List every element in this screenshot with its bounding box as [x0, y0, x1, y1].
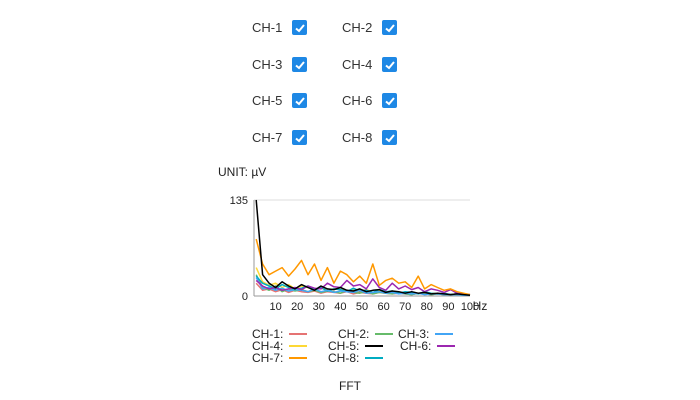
x-tick-label: 80 — [421, 301, 433, 313]
legend-swatch — [435, 333, 454, 335]
x-axis-label: Hz — [473, 299, 488, 313]
legend-swatch — [365, 357, 384, 359]
y-tick-label: 135 — [230, 195, 248, 207]
x-tick-label: 40 — [334, 301, 346, 313]
channel-label: CH-5 — [252, 93, 283, 108]
x-tick-label: 20 — [291, 301, 303, 313]
channel-label: CH-2 — [342, 20, 373, 35]
x-tick-label: 100 — [461, 301, 479, 313]
legend-item-ch-3: CH-3: — [398, 327, 454, 341]
legend-item-ch-6: CH-6: — [400, 339, 456, 353]
legend-label: CH-7: — [252, 351, 284, 365]
chart-title: FFT — [339, 379, 361, 393]
legend-label: CH-6: — [400, 339, 432, 353]
channel-checkbox[interactable] — [292, 20, 307, 35]
channel-toggle-ch-3[interactable]: CH-3 — [252, 57, 307, 72]
channel-label: CH-8 — [342, 130, 373, 145]
legend-label: CH-5: — [328, 339, 360, 353]
x-tick-label: 60 — [377, 301, 389, 313]
legend-label: CH-3: — [398, 327, 430, 341]
channel-toggle-ch-8[interactable]: CH-8 — [342, 130, 397, 145]
legend-swatch — [289, 357, 308, 359]
legend-item-ch-7: CH-7: — [252, 351, 308, 365]
unit-label: UNIT: µV — [218, 165, 267, 179]
channel-label: CH-4 — [342, 57, 373, 72]
channel-toggle-ch-5[interactable]: CH-5 — [252, 93, 307, 108]
legend-label: CH-2: — [338, 327, 370, 341]
x-tick-label: 50 — [356, 301, 368, 313]
channel-toggle-ch-4[interactable]: CH-4 — [342, 57, 397, 72]
legend-label: CH-4: — [252, 339, 284, 353]
y-tick-label: 0 — [242, 291, 248, 303]
channel-label: CH-3 — [252, 57, 283, 72]
channel-checkbox[interactable] — [382, 57, 397, 72]
channel-checkbox[interactable] — [382, 20, 397, 35]
channel-checkbox[interactable] — [292, 93, 307, 108]
legend-swatch — [437, 345, 456, 347]
x-tick-label: 30 — [313, 301, 325, 313]
channel-label: CH-6 — [342, 93, 373, 108]
channel-toggle-ch-1[interactable]: CH-1 — [252, 20, 307, 35]
legend-swatch — [289, 333, 308, 335]
channel-toggle-ch-2[interactable]: CH-2 — [342, 20, 397, 35]
channel-checkbox[interactable] — [292, 57, 307, 72]
legend-item-ch-1: CH-1: — [252, 327, 308, 341]
legend-item-ch-5: CH-5: — [328, 339, 384, 353]
legend-item-ch-4: CH-4: — [252, 339, 308, 353]
channel-label: CH-7 — [252, 130, 283, 145]
channel-checkbox[interactable] — [292, 130, 307, 145]
legend-swatch — [365, 345, 384, 347]
series-line-ch-7 — [255, 238, 471, 296]
channel-toggle-ch-6[interactable]: CH-6 — [342, 93, 397, 108]
legend-item-ch-2: CH-2: — [338, 327, 394, 341]
legend-item-ch-8: CH-8: — [328, 351, 384, 365]
channel-toggle-ch-7[interactable]: CH-7 — [252, 130, 307, 145]
channel-checkbox[interactable] — [382, 93, 397, 108]
x-tick-label: 10 — [269, 301, 281, 313]
channel-checkbox[interactable] — [382, 130, 397, 145]
x-tick-label: 70 — [399, 301, 411, 313]
channel-label: CH-1 — [252, 20, 283, 35]
series-line-ch-5 — [255, 199, 471, 297]
x-tick-label: 90 — [442, 301, 454, 313]
legend-swatch — [375, 333, 394, 335]
legend-swatch — [289, 345, 308, 347]
legend-label: CH-1: — [252, 327, 284, 341]
legend-label: CH-8: — [328, 351, 360, 365]
